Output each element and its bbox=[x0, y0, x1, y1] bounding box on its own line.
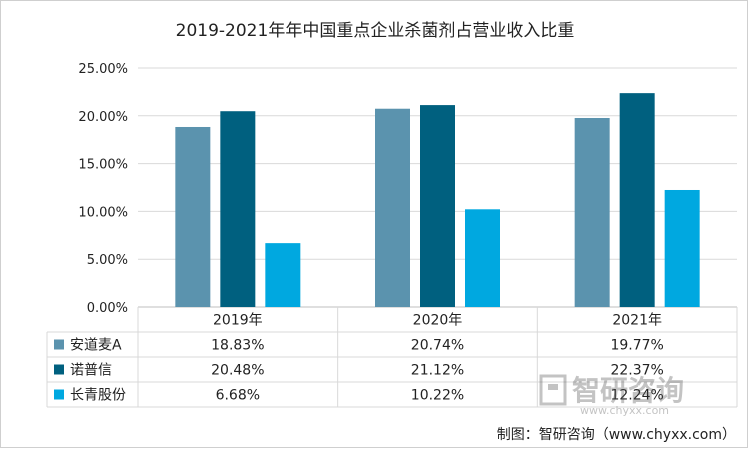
data-label: 22.37% bbox=[610, 363, 663, 379]
data-label: 10.22% bbox=[411, 388, 464, 404]
y-tick-label: 0.00% bbox=[87, 301, 128, 316]
bar bbox=[664, 189, 700, 307]
bar bbox=[220, 111, 256, 307]
bar bbox=[465, 209, 500, 307]
y-tick-label: 20.00% bbox=[78, 110, 128, 125]
bar bbox=[574, 117, 610, 307]
y-tick-label: 25.00% bbox=[78, 62, 128, 77]
bar bbox=[375, 108, 410, 307]
y-tick-label: 5.00% bbox=[87, 253, 128, 268]
legend-label: 安道麦A bbox=[70, 338, 122, 354]
x-tick-label: 2020年 bbox=[413, 313, 463, 329]
legend-swatch bbox=[54, 364, 64, 375]
data-label: 19.77% bbox=[610, 338, 663, 354]
legend-label: 长青股份 bbox=[70, 388, 126, 404]
x-tick-label: 2019年 bbox=[213, 313, 263, 329]
watermark-url: www.chyxx.com bbox=[580, 404, 669, 417]
data-label: 20.48% bbox=[211, 363, 264, 379]
legend-swatch bbox=[54, 389, 64, 400]
data-label: 12.24% bbox=[610, 388, 663, 404]
y-tick-label: 10.00% bbox=[78, 205, 128, 220]
bar bbox=[175, 126, 211, 307]
data-label: 21.12% bbox=[411, 363, 464, 379]
legend-swatch bbox=[54, 339, 64, 350]
bar bbox=[420, 105, 455, 307]
watermark-text: 智研咨询 bbox=[572, 374, 684, 407]
chart-title: 2019-2021年年中国重点企业杀菌剂占营业收入比重 bbox=[176, 21, 575, 41]
bar bbox=[265, 243, 301, 307]
data-label: 6.68% bbox=[216, 388, 260, 404]
bar bbox=[619, 93, 655, 308]
legend-label: 诺普信 bbox=[70, 363, 112, 379]
data-label: 18.83% bbox=[211, 338, 264, 354]
watermark-logo-icon bbox=[539, 374, 567, 406]
data-label: 20.74% bbox=[411, 338, 464, 354]
source-note: 制图：智研咨询（www.chyxx.com） bbox=[497, 427, 736, 443]
watermark-logo-icon-inner bbox=[548, 384, 558, 390]
x-tick-label: 2021年 bbox=[612, 313, 662, 329]
y-tick-label: 15.00% bbox=[78, 158, 128, 173]
